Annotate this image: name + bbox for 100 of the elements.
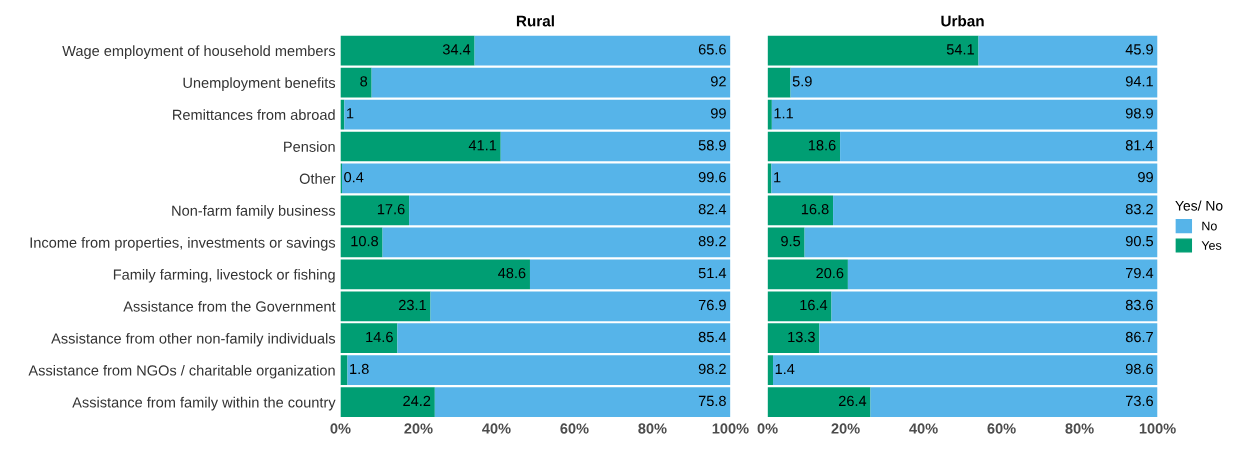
data-label: 1 xyxy=(347,108,354,119)
x-tick-label: 20% xyxy=(831,423,860,434)
data-label: 1.8 xyxy=(350,363,369,375)
bar xyxy=(342,163,731,194)
data-label: 51.4 xyxy=(698,268,727,279)
y-tick-label: Unemployment benefits xyxy=(183,77,336,91)
data-label: 99 xyxy=(1138,172,1153,183)
bar xyxy=(767,227,805,258)
data-label: 1.1 xyxy=(774,108,793,119)
data-label: 98.6 xyxy=(1125,363,1153,375)
x-tick-label: 60% xyxy=(987,423,1016,434)
bar xyxy=(529,259,731,290)
y-tick-label: Assistance from NGOs / charitable organization xyxy=(28,364,335,379)
legend-label: No xyxy=(1202,221,1217,231)
data-label: 65.6 xyxy=(698,44,726,55)
bar xyxy=(767,259,848,290)
data-label: 16.4 xyxy=(800,299,828,311)
data-label: 9.5 xyxy=(781,235,801,247)
data-label: 58.9 xyxy=(698,140,726,151)
data-label: 17.6 xyxy=(377,203,405,215)
x-tick-label: 60% xyxy=(560,423,589,434)
data-label: 86.7 xyxy=(1125,331,1153,343)
bar xyxy=(371,67,731,98)
data-label: 99 xyxy=(710,108,726,119)
data-label: 41.1 xyxy=(468,140,497,151)
bar xyxy=(767,323,820,354)
bar xyxy=(767,35,979,66)
data-label: 0.4 xyxy=(344,172,364,183)
bar xyxy=(397,323,731,354)
bar xyxy=(767,131,841,162)
bar xyxy=(767,195,834,226)
data-label: 26.4 xyxy=(838,395,867,407)
bar xyxy=(347,355,731,386)
data-label: 48.6 xyxy=(498,267,526,279)
data-label: 92 xyxy=(710,76,726,87)
data-label: 94.1 xyxy=(1125,76,1153,87)
bar xyxy=(767,99,772,130)
bar xyxy=(790,67,1158,98)
x-tick-label: 0% xyxy=(757,423,778,434)
x-tick-label: 80% xyxy=(1065,423,1094,434)
y-tick-label: Income from properties, investments or savings xyxy=(30,237,336,251)
bar xyxy=(434,387,731,417)
data-label: 1 xyxy=(774,172,781,183)
bar xyxy=(870,387,1158,417)
data-label: 73.6 xyxy=(1126,395,1153,407)
bar xyxy=(340,195,410,226)
bar xyxy=(840,131,1158,162)
x-tick-label: 20% xyxy=(404,423,433,434)
legend-label: Yes xyxy=(1201,241,1222,250)
bar xyxy=(340,387,435,417)
y-tick-label: Assistance from other non-family individuals xyxy=(51,332,336,347)
x-tick-label: 80% xyxy=(638,423,667,434)
bar xyxy=(819,323,1158,354)
data-label: 13.3 xyxy=(788,331,815,343)
data-label: 85.4 xyxy=(698,331,727,343)
bar xyxy=(767,67,791,98)
data-label: 99.6 xyxy=(698,172,726,183)
data-label: 83.2 xyxy=(1125,203,1153,215)
data-label: 10.8 xyxy=(351,235,379,247)
data-label: 83.6 xyxy=(1125,299,1153,311)
x-tick-label: 100% xyxy=(712,423,749,434)
x-tick-label: 0% xyxy=(330,423,351,434)
data-label: 89.2 xyxy=(698,235,726,247)
bar xyxy=(474,35,731,66)
y-tick-label: Remittances from abroad xyxy=(173,109,335,120)
bar xyxy=(978,35,1158,66)
bar xyxy=(344,99,731,130)
y-tick-label: Family farming, livestock or fishing xyxy=(113,269,335,283)
data-label: 20.6 xyxy=(816,267,844,279)
chart-title: Rural xyxy=(516,15,554,27)
y-tick-label: Assistance from the Government xyxy=(123,300,336,312)
y-tick-label: Wage employment of household members xyxy=(62,45,336,59)
bar xyxy=(409,195,731,226)
bar xyxy=(340,259,530,290)
bar xyxy=(340,131,501,162)
bar xyxy=(430,291,731,322)
bar xyxy=(340,67,372,98)
data-label: 8 xyxy=(360,76,368,87)
bar xyxy=(340,35,475,66)
y-tick-label: Other xyxy=(299,173,336,184)
bar xyxy=(767,387,871,417)
bar xyxy=(773,355,1158,386)
data-label: 34.4 xyxy=(442,44,471,55)
data-label: 82.4 xyxy=(698,203,727,215)
data-label: 81.4 xyxy=(1125,140,1154,151)
bar xyxy=(804,227,1158,258)
data-label: 98.2 xyxy=(698,363,726,375)
y-tick-label: Non-farm family business xyxy=(172,205,336,219)
bar xyxy=(500,131,731,162)
legend-title: Yes/ No xyxy=(1175,200,1223,211)
data-label: 76.9 xyxy=(698,299,726,311)
chart-title: Urban xyxy=(941,15,984,27)
y-tick-label: Assistance from family within the country xyxy=(72,396,336,411)
bar xyxy=(340,227,383,258)
data-label: 90.5 xyxy=(1125,235,1154,247)
x-tick-label: 40% xyxy=(482,423,511,434)
data-label: 5.9 xyxy=(792,76,812,87)
bar xyxy=(340,323,398,354)
bar xyxy=(847,259,1158,290)
data-label: 16.8 xyxy=(801,203,829,215)
